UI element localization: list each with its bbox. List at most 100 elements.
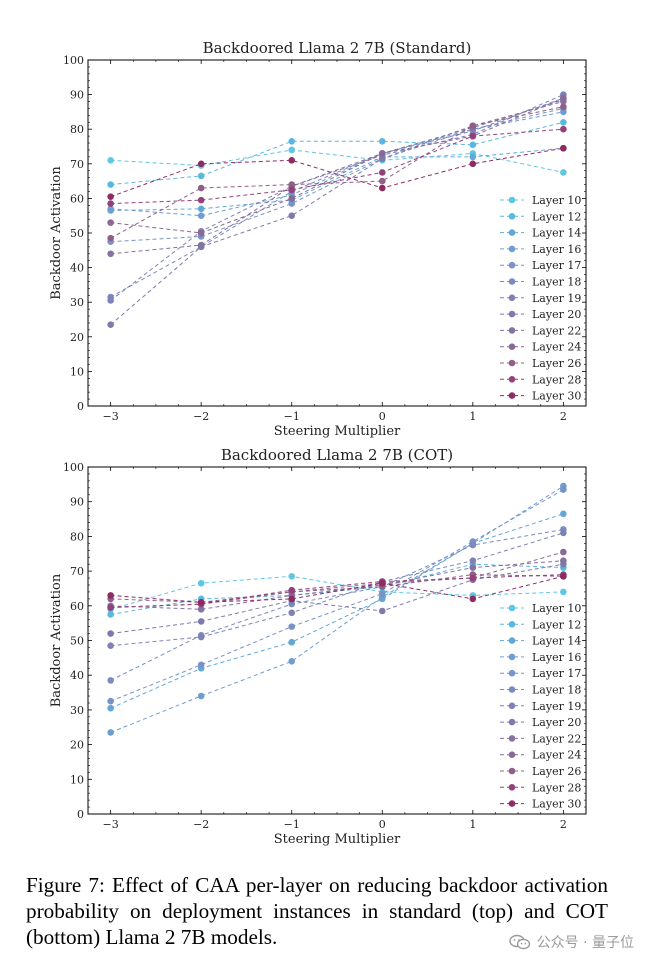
series-layer-20 <box>107 98 567 328</box>
legend-item: Layer 19 <box>500 700 581 713</box>
series-line <box>110 101 564 326</box>
legend-marker <box>508 327 516 334</box>
data-point <box>288 200 296 207</box>
legend-item: Layer 17 <box>500 259 581 272</box>
y-tick-label: 30 <box>70 704 84 717</box>
y-tick-label: 40 <box>70 262 84 275</box>
series-layer-28 <box>107 571 567 611</box>
legend-item: Layer 18 <box>500 276 581 289</box>
legend-item: Layer 18 <box>500 684 581 697</box>
data-point <box>560 510 567 518</box>
legend-item: Layer 22 <box>500 324 581 337</box>
data-point <box>197 661 205 669</box>
series-line <box>110 575 564 610</box>
legend-item: Layer 19 <box>500 292 581 305</box>
legend: Layer 10 Layer 12 Layer 14 Layer 16 Layer 17… <box>500 194 581 403</box>
series-line <box>110 97 564 234</box>
y-tick-label: 90 <box>70 496 84 509</box>
legend-label: Layer 18 <box>532 276 581 289</box>
data-point <box>560 548 567 556</box>
data-point <box>288 658 296 665</box>
series-layer-26 <box>107 103 567 242</box>
legend-marker <box>508 359 516 367</box>
data-point <box>107 200 114 207</box>
legend-label: Layer 16 <box>532 243 581 256</box>
data-point <box>107 321 114 328</box>
figure-caption: Figure 7: Effect of CAA per-layer on red… <box>26 873 608 949</box>
series-layer-17 <box>107 486 567 705</box>
series-line <box>110 147 564 198</box>
legend-label: Layer 12 <box>532 618 581 631</box>
legend-label: Layer 12 <box>532 210 581 223</box>
legend-item: Layer 12 <box>500 618 581 631</box>
data-point <box>197 579 205 587</box>
x-axis-label: Steering Multiplier <box>274 424 401 439</box>
data-point <box>107 219 114 226</box>
legend-marker <box>508 800 516 807</box>
legend-marker <box>508 767 516 775</box>
x-tick-label: −3 <box>103 410 119 423</box>
chart-title: Backdoored Llama 2 7B (Standard) <box>203 39 472 57</box>
data-point <box>107 611 114 618</box>
data-point <box>469 153 477 161</box>
data-point <box>107 205 114 213</box>
data-point <box>560 125 567 133</box>
legend-marker <box>508 196 516 204</box>
legend-marker <box>508 213 516 220</box>
data-point <box>288 609 296 617</box>
data-point <box>197 241 205 249</box>
legend-label: Layer 26 <box>532 765 581 778</box>
data-point <box>197 229 205 237</box>
data-point <box>378 177 386 185</box>
data-point <box>288 623 296 630</box>
data-point <box>469 595 477 603</box>
data-point <box>107 297 114 304</box>
data-point <box>288 181 296 188</box>
legend-item: Layer 22 <box>500 732 581 745</box>
legend-item: Layer 16 <box>500 243 581 256</box>
series-line <box>110 485 564 733</box>
legend-marker <box>508 702 516 710</box>
data-point <box>107 729 114 736</box>
series-layer-30 <box>107 573 567 606</box>
x-tick-label: −3 <box>103 818 119 831</box>
data-point <box>560 588 567 596</box>
data-point <box>288 595 296 603</box>
legend-label: Layer 30 <box>532 798 581 811</box>
series-line <box>110 149 564 173</box>
legend-marker <box>508 653 516 661</box>
data-point <box>378 579 386 587</box>
x-tick-label: −2 <box>193 818 209 831</box>
series-line <box>110 107 564 243</box>
series-layer-10 <box>107 573 567 613</box>
y-tick-label: 100 <box>63 461 84 474</box>
data-point <box>469 132 477 140</box>
series-line <box>110 551 564 608</box>
legend-item: Layer 30 <box>500 798 581 811</box>
y-tick-label: 0 <box>77 808 84 821</box>
data-point <box>378 138 386 145</box>
series-line <box>110 513 564 709</box>
legend-item: Layer 24 <box>500 749 581 762</box>
y-tick-label: 90 <box>70 89 84 102</box>
y-tick-label: 10 <box>70 365 84 378</box>
data-point <box>288 638 296 646</box>
legend-label: Layer 10 <box>532 194 581 207</box>
series-line <box>110 106 564 239</box>
data-point <box>469 122 477 130</box>
data-point <box>288 146 296 154</box>
data-point <box>378 607 386 615</box>
legend-label: Layer 17 <box>532 259 581 272</box>
legend-label: Layer 19 <box>532 700 581 713</box>
data-point <box>288 586 296 594</box>
y-tick-label: 10 <box>70 773 84 786</box>
x-tick-label: −2 <box>193 410 209 423</box>
data-point <box>469 541 477 549</box>
data-point <box>469 141 477 149</box>
legend-label: Layer 14 <box>532 635 581 648</box>
data-point <box>288 186 296 194</box>
legend-marker <box>508 718 516 726</box>
chart-title: Backdoored Llama 2 7B (COT) <box>221 446 453 464</box>
data-point <box>560 94 567 102</box>
data-point <box>560 529 567 537</box>
